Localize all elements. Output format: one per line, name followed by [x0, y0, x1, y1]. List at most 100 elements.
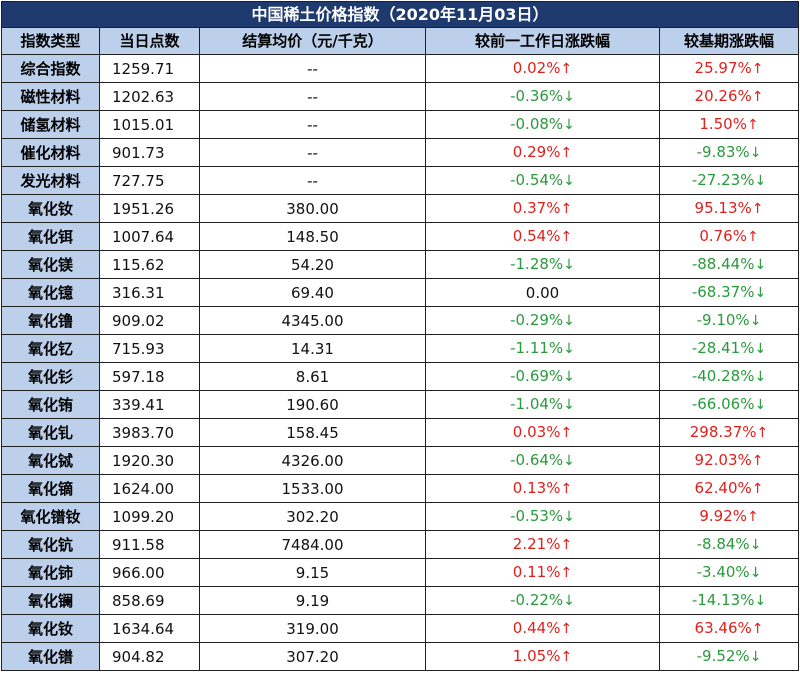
arrow-down-icon: ↓	[754, 369, 767, 385]
daily-change-value: -0.64%	[510, 451, 564, 469]
cell-price: 158.45	[199, 418, 426, 447]
cell-type: 氧化铕	[1, 390, 100, 419]
cell-daily-change: -0.29%↓	[425, 306, 660, 335]
base-change-value: -27.23%	[691, 171, 755, 189]
cell-type: 氧化铒	[1, 222, 100, 251]
cell-base-change: 25.97%↑	[658, 54, 800, 83]
base-change-value: 25.97%	[694, 59, 752, 77]
cell-base-change: 63.46%↑	[658, 614, 800, 643]
arrow-up-icon: ↑	[560, 229, 573, 245]
arrow-up-icon: ↑	[751, 89, 764, 105]
daily-change-value: 0.03%	[512, 423, 561, 441]
cell-index: 909.02	[99, 306, 200, 335]
arrow-down-icon: ↓	[563, 89, 575, 105]
arrow-down-icon: ↓	[754, 173, 767, 189]
header-index: 当日点数	[99, 27, 200, 55]
daily-change-value: -0.22%	[510, 591, 564, 609]
cell-daily-change: -0.22%↓	[425, 586, 660, 615]
cell-type: 综合指数	[1, 54, 100, 83]
base-change-value: -66.06%	[691, 395, 755, 413]
cell-daily-change: 0.44%↑	[425, 614, 660, 643]
cell-base-change: -27.23%↓	[658, 166, 800, 195]
cell-index: 597.18	[99, 362, 200, 391]
cell-base-change: -28.41%↓	[658, 334, 800, 363]
cell-price: --	[199, 82, 426, 111]
arrow-up-icon: ↑	[560, 481, 573, 497]
cell-type: 氧化镧	[1, 586, 100, 615]
cell-type: 发光材料	[1, 166, 100, 195]
arrow-up-icon: ↑	[751, 621, 764, 637]
arrow-up-icon: ↑	[751, 453, 764, 469]
daily-change-value: 0.54%	[512, 227, 561, 245]
daily-change-value: 0.29%	[512, 143, 561, 161]
cell-base-change: -66.06%↓	[658, 390, 800, 419]
cell-daily-change: 0.03%↑	[425, 418, 660, 447]
arrow-down-icon: ↓	[563, 117, 575, 133]
cell-daily-change: -1.28%↓	[425, 250, 660, 279]
daily-change-value: 0.02%	[512, 59, 561, 77]
arrow-down-icon: ↓	[749, 537, 762, 553]
cell-index: 1624.00	[99, 474, 200, 503]
cell-index: 1015.01	[99, 110, 200, 139]
table-title: 中国稀土价格指数（2020年11月03日）	[0, 1, 800, 28]
daily-change-value: 0.37%	[512, 199, 561, 217]
daily-change-value: -0.29%	[510, 311, 564, 329]
cell-daily-change: 0.02%↑	[425, 54, 660, 83]
cell-type: 氧化铈	[1, 558, 100, 587]
cell-base-change: 62.40%↑	[658, 474, 800, 503]
arrow-down-icon: ↓	[563, 257, 575, 273]
base-change-value: -40.28%	[691, 367, 755, 385]
cell-type: 氧化钕	[1, 614, 100, 643]
daily-change-value: -0.08%	[510, 115, 564, 133]
daily-change-value: -0.36%	[510, 87, 564, 105]
daily-change-value: -1.28%	[510, 255, 564, 273]
cell-daily-change: -0.54%↓	[425, 166, 660, 195]
base-change-value: -88.44%	[691, 255, 755, 273]
daily-change-value: 1.05%	[512, 647, 561, 665]
arrow-up-icon: ↑	[746, 229, 759, 245]
cell-price: --	[199, 166, 426, 195]
arrow-down-icon: ↓	[563, 509, 575, 525]
cell-type: 氧化钕	[1, 194, 100, 223]
cell-price: 190.60	[199, 390, 426, 419]
base-change-value: 0.76%	[699, 227, 747, 245]
arrow-down-icon: ↓	[563, 593, 575, 609]
cell-type: 氧化镁	[1, 250, 100, 279]
arrow-up-icon: ↑	[560, 201, 573, 217]
table-row: 储氢材料 1015.01 -- -0.08%↓ 1.50%↑	[1, 110, 800, 139]
arrow-down-icon: ↓	[749, 649, 762, 665]
base-change-value: 1.50%	[699, 115, 747, 133]
cell-price: 7484.00	[199, 530, 426, 559]
cell-index: 904.82	[99, 642, 200, 671]
arrow-down-icon: ↓	[754, 285, 767, 301]
arrow-up-icon: ↑	[560, 565, 573, 581]
cell-type: 储氢材料	[1, 110, 100, 139]
cell-index: 1920.30	[99, 446, 200, 475]
table-row: 氧化钆 3983.70 158.45 0.03%↑ 298.37%↑	[1, 418, 800, 447]
cell-price: --	[199, 54, 426, 83]
cell-type: 氧化镨钕	[1, 502, 100, 531]
base-change-value: 298.37%	[689, 423, 757, 441]
table-row: 氧化铕 339.41 190.60 -1.04%↓ -66.06%↓	[1, 390, 800, 419]
arrow-down-icon: ↓	[754, 257, 767, 273]
cell-price: 148.50	[199, 222, 426, 251]
cell-base-change: -8.84%↓	[658, 530, 800, 559]
cell-index: 966.00	[99, 558, 200, 587]
arrow-down-icon: ↓	[749, 313, 762, 329]
arrow-up-icon: ↑	[751, 61, 764, 77]
cell-price: 307.20	[199, 642, 426, 671]
arrow-up-icon: ↑	[560, 649, 573, 665]
base-change-value: 9.92%	[699, 507, 747, 525]
table-row: 氧化钕 1951.26 380.00 0.37%↑ 95.13%↑	[1, 194, 800, 223]
cell-index: 1007.64	[99, 222, 200, 251]
table-row: 氧化镝 1624.00 1533.00 0.13%↑ 62.40%↑	[1, 474, 800, 503]
cell-base-change: 95.13%↑	[658, 194, 800, 223]
cell-daily-change: 2.21%↑	[425, 530, 660, 559]
base-change-value: -14.13%	[691, 591, 755, 609]
arrow-down-icon: ↓	[754, 397, 767, 413]
daily-change-value: 0.11%	[512, 563, 561, 581]
arrow-down-icon: ↓	[754, 341, 767, 357]
cell-base-change: -3.40%↓	[658, 558, 800, 587]
cell-base-change: -40.28%↓	[658, 362, 800, 391]
